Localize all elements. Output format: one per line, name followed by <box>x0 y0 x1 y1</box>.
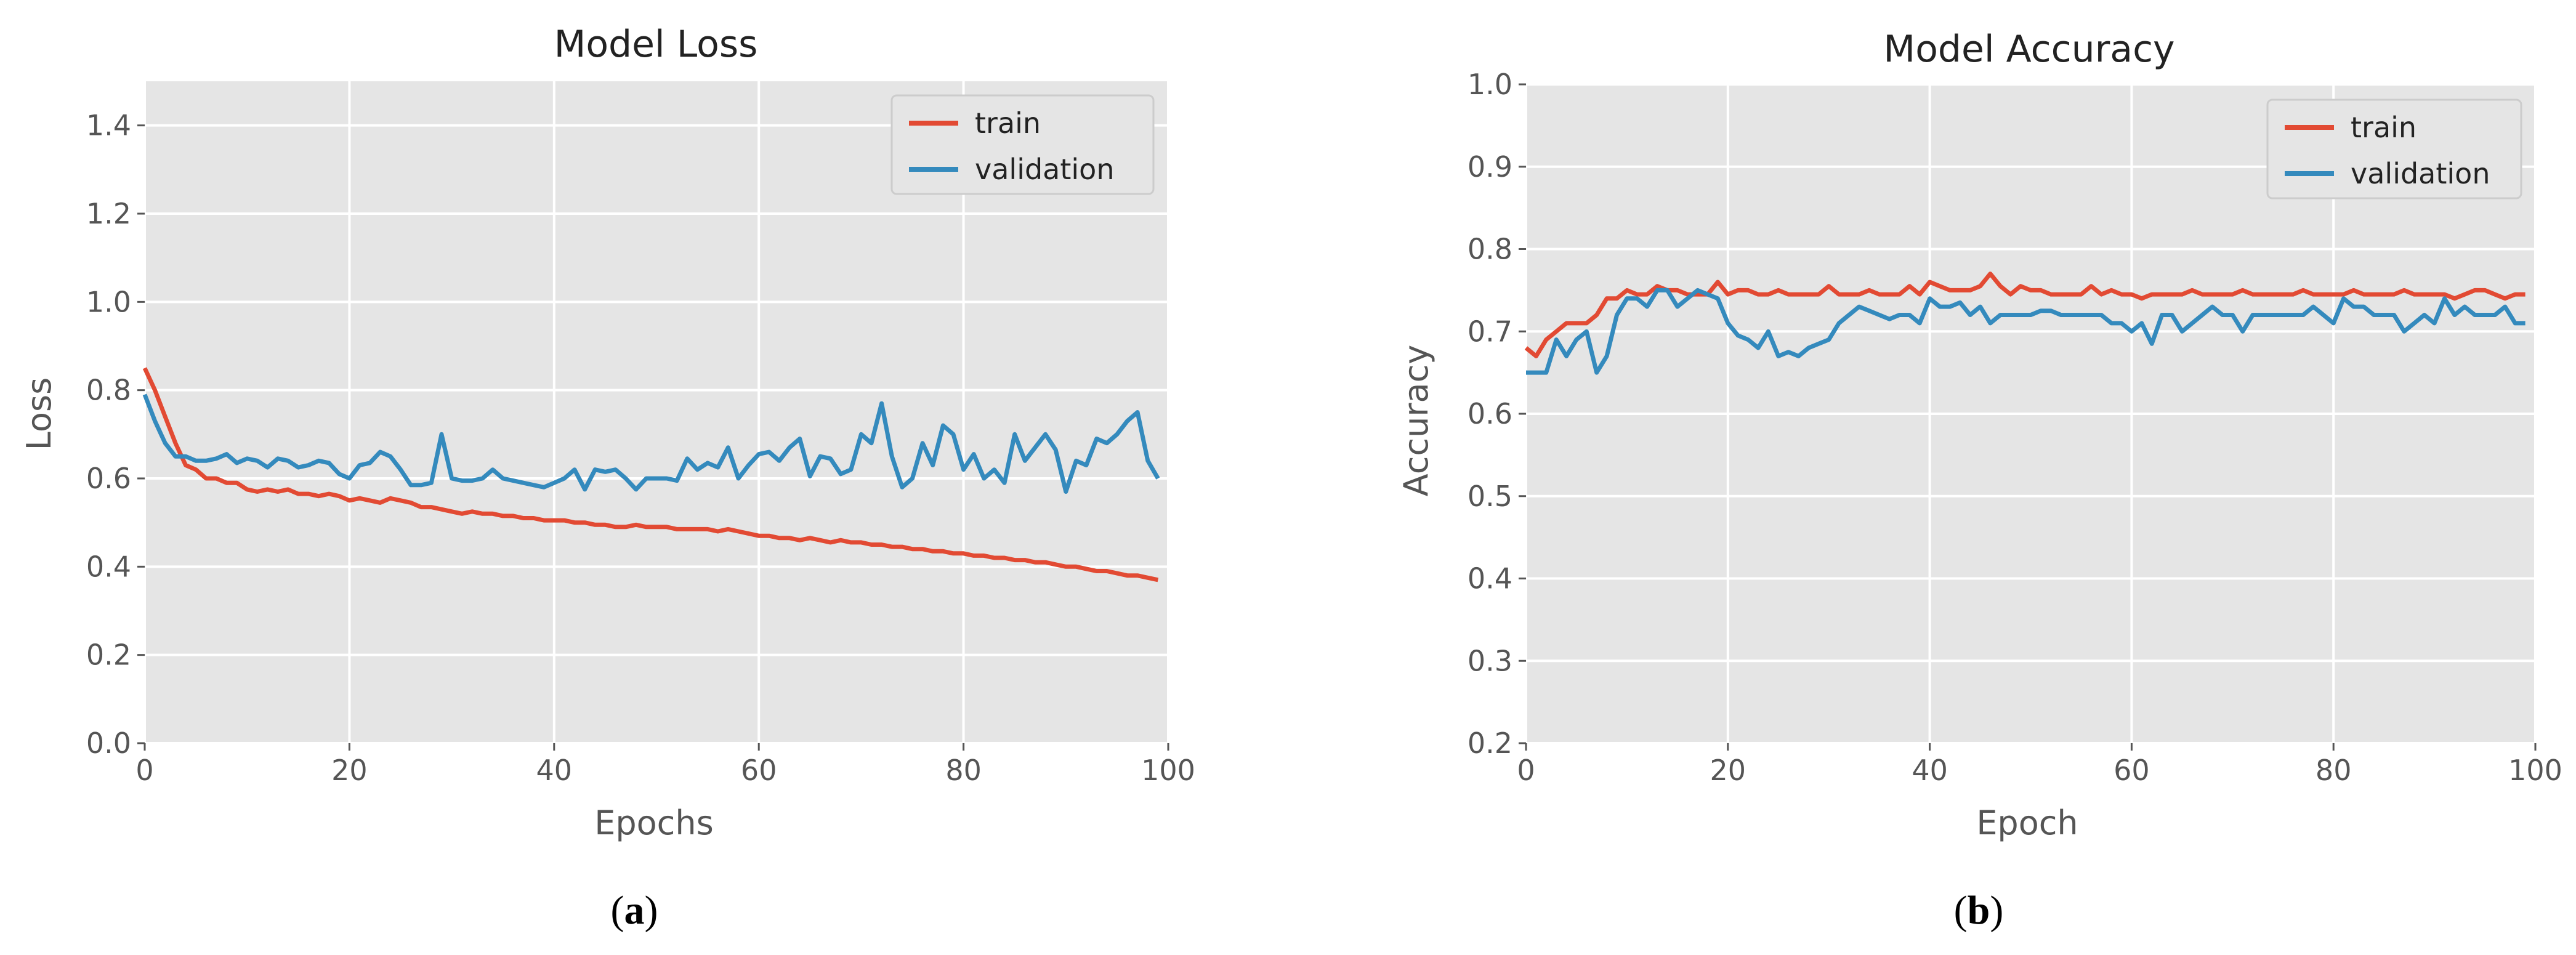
caption-letter: b <box>1968 888 1990 933</box>
legend-label-train: train <box>2351 111 2417 144</box>
chart-title: Model Accuracy <box>1883 28 2174 71</box>
x-tick-labels: 0 20 40 60 80 100 <box>135 743 1195 787</box>
y-tick-label: 0.5 <box>1468 480 1512 513</box>
x-axis-label: Epoch <box>1976 804 2078 842</box>
legend-label-validation: validation <box>975 153 1114 186</box>
x-tick-label: 100 <box>2508 754 2562 787</box>
legend: train validation <box>890 94 1155 195</box>
svg-text:(a): (a) <box>611 888 658 933</box>
x-tick-label: 0 <box>135 754 153 787</box>
y-tick-label: 1.2 <box>86 197 131 230</box>
x-tick-label: 60 <box>741 754 777 787</box>
y-tick-labels: 0.2 0.3 0.4 0.5 0.6 0.7 0.8 0.9 1.0 <box>1468 68 1526 760</box>
legend: train validation <box>2266 99 2522 199</box>
series-lines <box>1524 272 2526 375</box>
caption-letter: a <box>624 888 645 933</box>
y-tick-label: 1.0 <box>86 285 131 318</box>
x-tick-label: 20 <box>331 754 368 787</box>
y-tick-label: 0.4 <box>1468 562 1512 595</box>
chart-loss: Model Loss 0.0 0.2 0.4 0.6 0.8 1.0 1.2 1.4 0 20 4… <box>20 23 1195 842</box>
x-axis-label: Epochs <box>594 804 713 842</box>
x-tick-label: 60 <box>2114 754 2150 787</box>
caption-a: (a) <box>611 888 658 933</box>
series-line-validation <box>142 393 1160 494</box>
svg-text:(b): (b) <box>1954 888 2004 933</box>
caption-open-paren: ( <box>1954 888 1968 933</box>
series-line-train <box>142 367 1159 582</box>
y-tick-label: 0.0 <box>86 727 131 760</box>
y-tick-label: 0.2 <box>1468 727 1512 760</box>
y-tick-label: 0.8 <box>86 374 131 407</box>
y-tick-label: 0.4 <box>86 550 131 583</box>
y-tick-label: 0.2 <box>86 639 131 672</box>
y-tick-label: 0.9 <box>1468 150 1512 183</box>
series-lines <box>142 367 1160 582</box>
y-tick-label: 1.0 <box>1468 68 1512 101</box>
x-tick-label: 40 <box>1912 754 1948 787</box>
grid-lines <box>143 81 1169 744</box>
legend-label-validation: validation <box>2351 157 2490 190</box>
y-tick-label: 0.7 <box>1468 315 1512 348</box>
caption-close-paren: ) <box>645 888 658 933</box>
y-tick-label: 0.6 <box>1468 397 1512 430</box>
legend-label-train: train <box>975 107 1041 140</box>
x-tick-label: 20 <box>1710 754 1746 787</box>
y-tick-label: 0.3 <box>1468 644 1512 677</box>
x-tick-labels: 0 20 40 60 80 100 <box>1517 743 2562 787</box>
y-tick-label: 0.6 <box>86 462 131 495</box>
y-tick-label: 0.8 <box>1468 233 1512 266</box>
x-tick-label: 40 <box>536 754 573 787</box>
caption-open-paren: ( <box>611 888 624 933</box>
x-tick-label: 80 <box>945 754 982 787</box>
x-tick-label: 100 <box>1141 754 1195 787</box>
caption-b: (b) <box>1954 888 2004 933</box>
chart-title: Model Loss <box>554 23 758 66</box>
y-tick-label: 1.4 <box>86 109 131 142</box>
x-tick-label: 0 <box>1517 754 1535 787</box>
series-line-validation <box>1526 288 2526 375</box>
y-axis-label: Loss <box>20 377 59 450</box>
chart-accuracy: Model Accuracy 0.2 0.3 0.4 0.5 0.6 0.7 0.8 0.9 1… <box>1397 28 2562 842</box>
y-axis-label: Accuracy <box>1397 345 1435 497</box>
y-tick-labels: 0.0 0.2 0.4 0.6 0.8 1.0 1.2 1.4 <box>86 109 145 760</box>
x-tick-label: 80 <box>2316 754 2352 787</box>
caption-close-paren: ) <box>1990 888 2003 933</box>
